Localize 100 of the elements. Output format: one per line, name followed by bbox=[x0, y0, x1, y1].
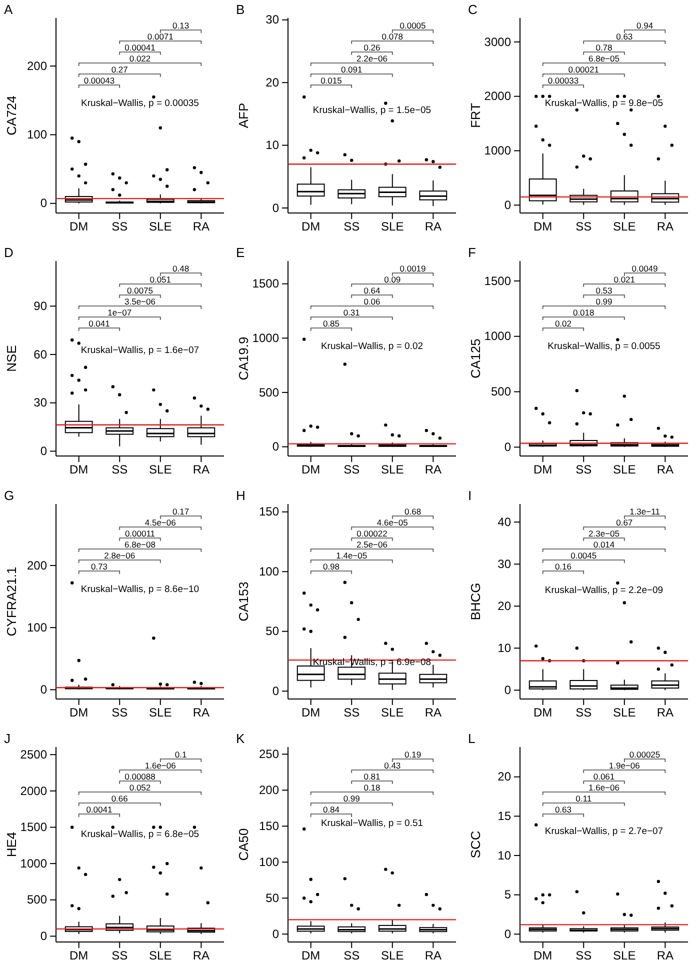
annotation: 0.48 bbox=[172, 264, 190, 274]
chart-title: G bbox=[4, 488, 14, 503]
y-tick-label: 3000 bbox=[484, 34, 512, 49]
y-tick-label: 0 bbox=[504, 198, 512, 212]
annotation: 0.85 bbox=[322, 318, 340, 328]
annotation: Kruskal−Wallis, p = 1.6e−07 bbox=[80, 345, 200, 356]
annotation: Kruskal−Wallis, p = 6.8e−05 bbox=[80, 829, 200, 840]
annotation: 0.078 bbox=[382, 32, 404, 42]
chart-title: A bbox=[4, 2, 13, 17]
annotation: Kruskal−Wallis, p = 8.6e−10 bbox=[80, 584, 200, 595]
x-tick-label: SLE bbox=[381, 220, 404, 234]
annotation: 0.018 bbox=[572, 308, 595, 318]
y-tick-label: 500 bbox=[26, 892, 48, 907]
x-tick-label: DM bbox=[302, 706, 320, 720]
annotation: 0.99 bbox=[596, 296, 613, 306]
annotation: 0.0041 bbox=[86, 804, 112, 814]
x-tick-label: RA bbox=[424, 948, 442, 963]
annotation: 3.5e−06 bbox=[124, 296, 156, 306]
annotation: 1.3e−11 bbox=[630, 506, 660, 516]
y-axis-title: CA153 bbox=[236, 582, 251, 622]
annotation: 0.06 bbox=[364, 296, 381, 306]
x-tick-label: SS bbox=[112, 462, 128, 477]
x-tick-label: SS bbox=[576, 462, 592, 477]
chart-title: C bbox=[468, 2, 478, 17]
y-axis-title: FRT bbox=[468, 102, 483, 128]
annotation: 0.00021 bbox=[568, 64, 600, 74]
annotation: 0.0071 bbox=[147, 32, 174, 42]
y-tick-label: 250 bbox=[258, 747, 280, 762]
y-tick-label: 30 bbox=[266, 12, 280, 27]
y-tick-label: 100 bbox=[26, 128, 48, 142]
y-tick-label: 0 bbox=[504, 926, 512, 941]
chart-title: H bbox=[236, 488, 246, 503]
y-tick-label: 0 bbox=[272, 440, 280, 454]
y-tick-label: 0 bbox=[40, 196, 48, 210]
chart-title: D bbox=[4, 245, 14, 260]
x-tick-label: SS bbox=[344, 462, 360, 477]
annotation: 0.17 bbox=[172, 506, 190, 516]
annotation: 0.00088 bbox=[124, 772, 156, 782]
annotation: 0.022 bbox=[129, 54, 151, 64]
x-tick-label: DM bbox=[534, 220, 552, 234]
x-tick-label: SLE bbox=[381, 948, 404, 963]
annotation: 0.0075 bbox=[127, 286, 154, 296]
y-tick-label: 0 bbox=[272, 684, 280, 698]
annotation: 0.015 bbox=[320, 76, 342, 86]
annotation: 0.53 bbox=[596, 286, 613, 296]
annotation: 0.16 bbox=[554, 562, 572, 572]
annotation: 0.68 bbox=[404, 506, 422, 516]
y-tick-label: 50 bbox=[266, 890, 280, 905]
annotation: 0.00041 bbox=[124, 42, 156, 52]
annotation: Kruskal−Wallis, p = 1.5e−05 bbox=[312, 105, 432, 116]
y-axis-title: AFP bbox=[236, 102, 251, 128]
annotation: 2.2e−06 bbox=[356, 54, 388, 64]
x-tick-label: DM bbox=[70, 220, 88, 234]
annotation: 1.6e−06 bbox=[144, 760, 176, 770]
y-tick-label: 100 bbox=[258, 854, 280, 869]
y-tick-label: 200 bbox=[258, 783, 280, 798]
y-tick-label: 200 bbox=[26, 58, 48, 73]
annotation: 0.021 bbox=[614, 274, 636, 284]
x-tick-label: SS bbox=[344, 706, 360, 720]
annotation: 1.6e−06 bbox=[588, 782, 620, 792]
y-axis-title: NSE bbox=[4, 344, 19, 372]
annotation: 0.091 bbox=[340, 64, 363, 74]
y-tick-label: 2000 bbox=[20, 784, 48, 798]
x-tick-label: RA bbox=[656, 462, 674, 477]
y-tick-label: 15 bbox=[498, 809, 512, 824]
y-tick-label: 30 bbox=[34, 396, 48, 410]
y-tick-label: 500 bbox=[258, 385, 280, 400]
y-tick-label: 0 bbox=[40, 929, 48, 944]
x-tick-label: DM bbox=[70, 706, 88, 720]
x-tick-label: SLE bbox=[149, 706, 172, 720]
x-tick-label: DM bbox=[534, 706, 552, 720]
annotation: 0.19 bbox=[404, 750, 422, 760]
annotation: 0.051 bbox=[150, 274, 172, 284]
annotation: 0.99 bbox=[343, 794, 360, 804]
y-tick-label: 0 bbox=[272, 926, 280, 941]
chart-title: K bbox=[236, 731, 245, 746]
x-tick-label: DM bbox=[302, 220, 320, 234]
x-tick-label: SLE bbox=[149, 948, 172, 963]
annotation: 0.11 bbox=[576, 794, 592, 804]
annotation: 2.3e−05 bbox=[588, 528, 620, 538]
annotation: 4.5e−06 bbox=[144, 518, 176, 528]
annotation: Kruskal−Wallis, p = 0.00035 bbox=[81, 98, 199, 109]
x-tick-label: SLE bbox=[149, 462, 172, 477]
x-tick-label: SLE bbox=[381, 706, 404, 720]
y-tick-label: 100 bbox=[258, 564, 280, 578]
annotation: 0.00033 bbox=[548, 76, 579, 86]
y-tick-label: 1000 bbox=[484, 144, 512, 158]
annotation: 0.18 bbox=[364, 782, 381, 792]
annotation: 0.73 bbox=[90, 562, 108, 572]
annotation: 1.4e−05 bbox=[336, 550, 368, 560]
x-tick-label: SLE bbox=[381, 462, 404, 477]
y-axis-title: SCC bbox=[468, 830, 483, 858]
y-tick-label: 60 bbox=[34, 347, 48, 362]
y-tick-label: 10 bbox=[266, 138, 280, 152]
annotation: 0.0005 bbox=[400, 20, 426, 30]
y-tick-label: 2000 bbox=[484, 89, 512, 104]
y-tick-label: 50 bbox=[266, 624, 280, 638]
y-tick-label: 30 bbox=[498, 556, 512, 571]
x-tick-label: DM bbox=[302, 462, 320, 477]
annotation: 0.00043 bbox=[84, 76, 115, 86]
